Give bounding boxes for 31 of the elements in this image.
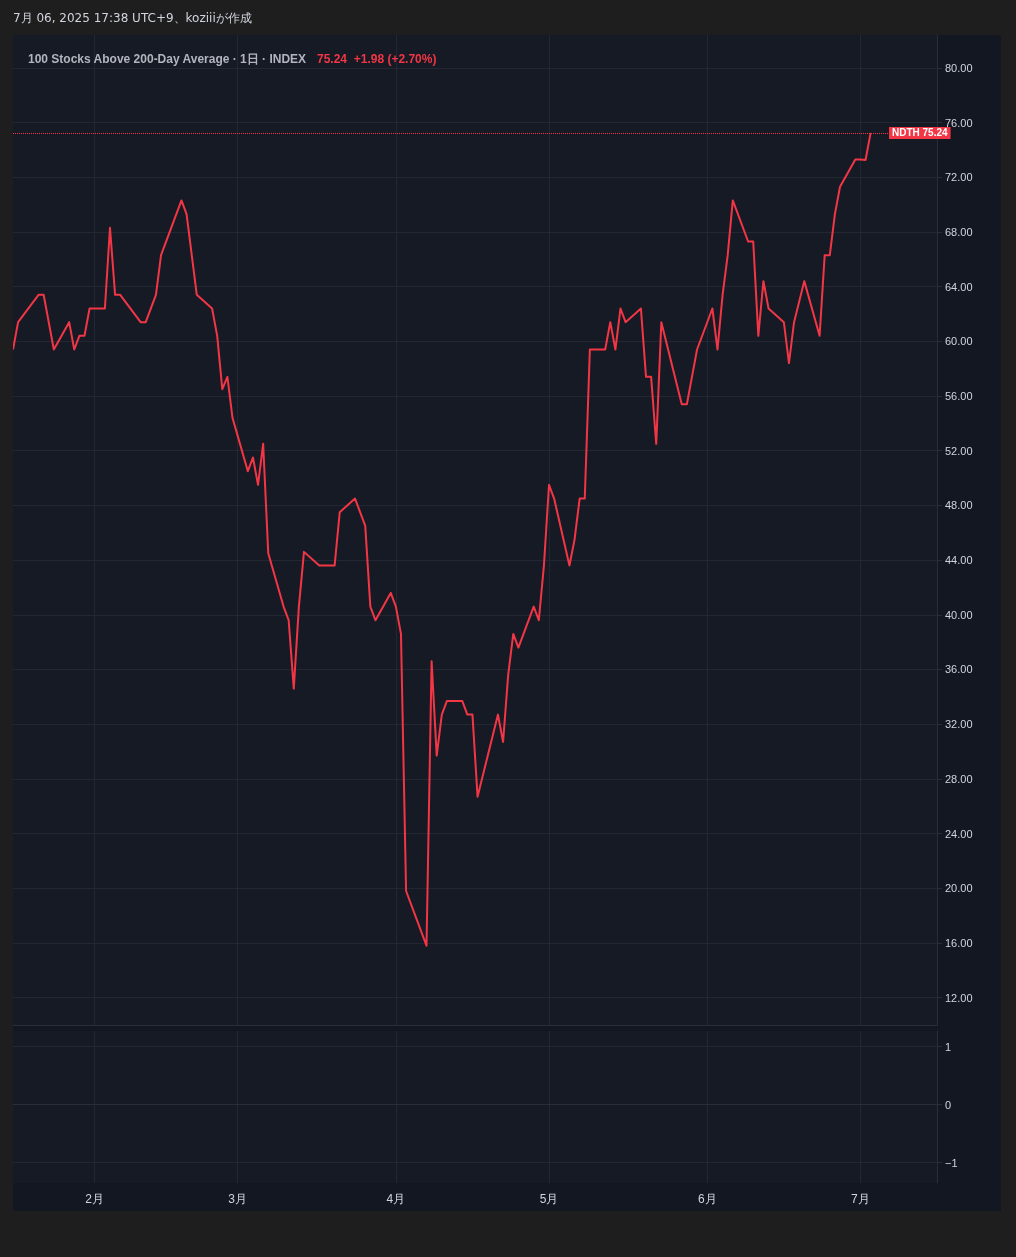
y-tick-label: 68.00 — [945, 225, 973, 238]
y-tick-label: 12.00 — [945, 991, 973, 1004]
x-tick-label: 6月 — [697, 1192, 717, 1206]
y-tick-label: 52.00 — [945, 444, 973, 457]
x-tick-label: 7月 — [851, 1192, 870, 1206]
text: 7月 06, 2025 17:38 UTC+9、koziiiが作成 — [13, 10, 252, 27]
y-tick-label: 60.00 — [945, 335, 973, 348]
y-tick-label: 40.00 — [945, 608, 973, 621]
y-tick-label: 76.00 — [945, 116, 973, 129]
y-tick-label: 48.00 — [945, 499, 973, 512]
text: 75.24 +1.98 (+2.70%) — [317, 52, 437, 66]
text: 100 Stocks Above 200-Day Average · 1日 · INDEX — [28, 52, 307, 66]
y-tick-label: 44.00 — [945, 554, 973, 567]
x-tick-label: 2月 — [85, 1192, 105, 1206]
y-tick-label: 24.00 — [945, 827, 973, 840]
y-tick-label: 56.00 — [945, 389, 973, 402]
y-tick-label: 1 — [945, 1040, 952, 1053]
y-tick-label: 0 — [945, 1098, 952, 1111]
y-tick-label: 36.00 — [945, 663, 973, 676]
x-tick-label: 5月 — [539, 1192, 559, 1206]
y-tick-label: −1 — [945, 1156, 958, 1169]
y-tick-label: 28.00 — [945, 772, 973, 785]
y-tick-label: 32.00 — [945, 718, 973, 731]
y-tick-label: 80.00 — [945, 61, 973, 74]
ref-line-label: NDTH 75.24 — [892, 127, 949, 139]
x-tick-label: 3月 — [228, 1192, 247, 1206]
y-tick-label: 16.00 — [945, 936, 973, 949]
y-tick-label: 72.00 — [945, 171, 973, 184]
x-tick-label: 4月 — [386, 1192, 406, 1206]
y-tick-label: 64.00 — [945, 280, 973, 293]
y-tick-label: 20.00 — [945, 882, 973, 895]
